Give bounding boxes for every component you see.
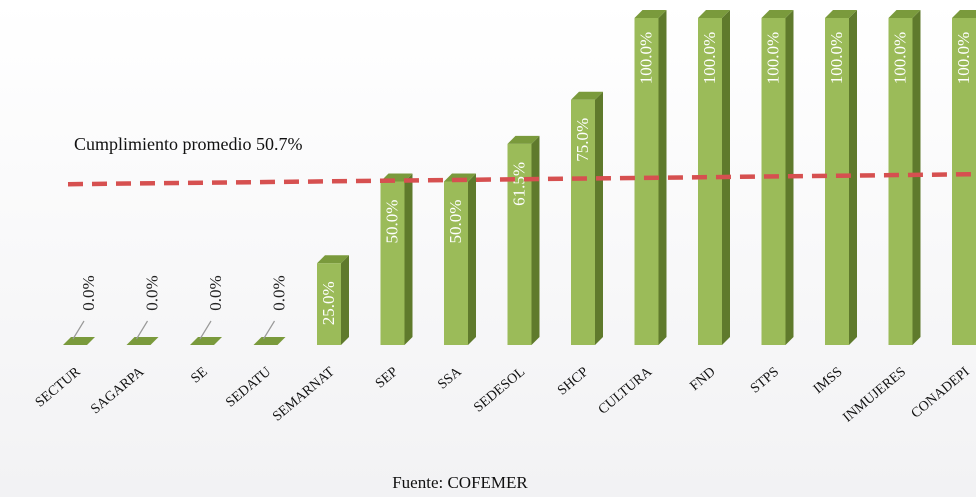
bar-front-conadepi: [952, 18, 976, 345]
bar-side-inmujeres: [912, 10, 921, 345]
bar-value-label-cultura: 100.0%: [636, 32, 655, 84]
bar-value-label-shcp: 75.0%: [573, 118, 592, 162]
bar-sectur: [63, 320, 95, 345]
bar-front-semarnat: [317, 263, 341, 345]
bar-front-imss: [825, 18, 849, 345]
bar-shcp: [571, 91, 603, 345]
average-line: [67, 171, 976, 187]
bar-top-semarnat: [317, 255, 349, 264]
bar-value-label-inmujeres: 100.0%: [890, 32, 909, 84]
bar-side-sedesol: [531, 135, 540, 345]
bar-value-label-sep: 50.0%: [382, 200, 401, 244]
bar-top-conadepi: [952, 10, 976, 18]
bar-se: [190, 320, 222, 345]
bar-value-label-fnd: 100.0%: [700, 32, 719, 84]
bar-semarnat: [317, 255, 349, 345]
bar-flat-se: [190, 337, 222, 345]
bar-value-label-sedesol: 61.5%: [509, 162, 528, 206]
bar-value-label-semarnat: 25.0%: [319, 281, 338, 325]
leader-line-sectur: [72, 320, 85, 340]
bar-imss: [825, 10, 857, 345]
bar-front-sep: [380, 181, 405, 345]
leader-line-sagarpa: [135, 320, 149, 340]
bar-conadepi: [952, 10, 976, 345]
bar-front-fnd: [698, 18, 722, 345]
bar-side-ssa: [468, 173, 476, 345]
bar-side-cultura: [658, 10, 667, 345]
bar-value-label-sagarpa: 0.0%: [142, 275, 161, 310]
bar-sagarpa: [126, 320, 159, 345]
bar-sedatu: [253, 320, 286, 345]
bar-top-cultura: [634, 10, 667, 18]
bar-cultura: [634, 10, 667, 345]
bar-front-stps: [761, 18, 786, 345]
bar-value-label-conadepi: 100.0%: [954, 32, 973, 84]
bar-side-semarnat: [341, 255, 349, 345]
bar-flat-sectur: [63, 337, 95, 345]
source-note: Fuente: COFEMER: [392, 473, 528, 492]
bar-top-imss: [825, 10, 857, 18]
bar-value-label-se: 0.0%: [206, 275, 225, 310]
bar-flat-sedatu: [253, 337, 286, 345]
bar-value-label-sectur: 0.0%: [79, 275, 98, 310]
bar-side-sep: [404, 173, 413, 345]
bar-flat-sagarpa: [126, 337, 159, 345]
bar-top-shcp: [571, 91, 603, 100]
zero-labels-group: 0.0% 0.0% 0.0% 0.0%: [79, 275, 289, 310]
bar-front-cultura: [634, 18, 659, 345]
bar-value-label-imss: 100.0%: [827, 32, 846, 84]
bar-top-fnd: [698, 10, 730, 18]
bar-ssa: [444, 173, 476, 345]
bar-front-ssa: [444, 181, 468, 345]
bar-sep: [380, 173, 413, 345]
leader-line-sedatu: [262, 320, 276, 340]
bar-top-inmujeres: [888, 10, 921, 18]
bar-top-stps: [761, 10, 794, 18]
bars-group: 25.0% 50.0% 50.0% 61.5% 75.0% 100.0% 100.0% 100…: [63, 10, 976, 345]
bar-front-inmujeres: [888, 18, 913, 345]
bar-top-sedesol: [507, 135, 540, 144]
average-label: Cumplimiento promedio 50.7%: [74, 134, 302, 154]
leader-line-se: [199, 320, 212, 340]
bar-value-label-sedatu: 0.0%: [269, 275, 288, 310]
bar-side-imss: [849, 10, 857, 345]
bar-value-label-stps: 100.0%: [763, 32, 782, 84]
bar-side-shcp: [595, 91, 603, 345]
bar-inmujeres: [888, 10, 921, 345]
bar-front-shcp: [571, 99, 595, 345]
bar-value-label-ssa: 50.0%: [446, 200, 465, 244]
